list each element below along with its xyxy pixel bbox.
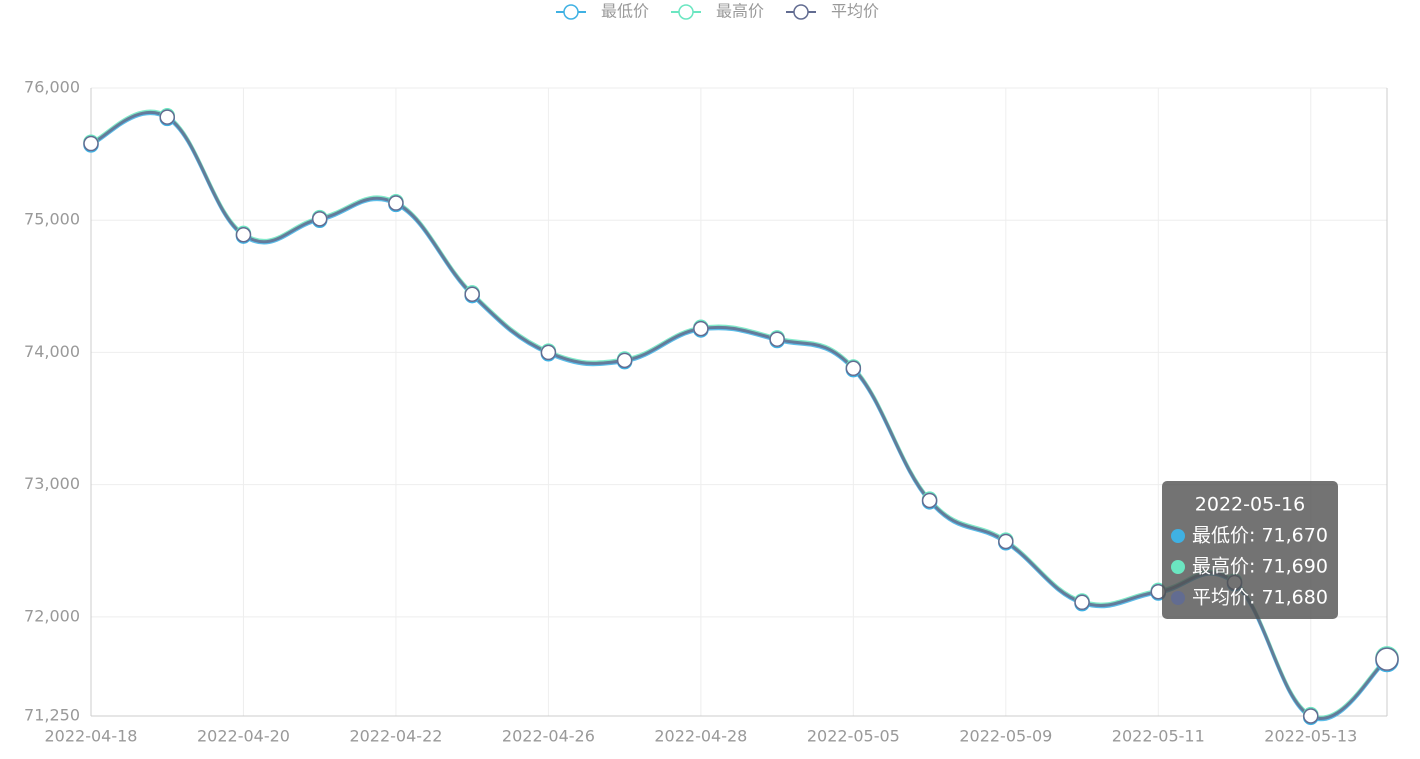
data-point xyxy=(540,344,557,361)
data-point xyxy=(1074,594,1090,611)
tooltip-box xyxy=(1162,481,1338,619)
legend-label: 平均价 xyxy=(831,2,879,21)
x-tick-label: 2022-05-13 xyxy=(1264,727,1357,746)
data-point xyxy=(388,195,404,211)
data-point xyxy=(1375,647,1399,671)
tooltip-line: 最低价: 71,670 xyxy=(1192,525,1328,547)
legend-icon xyxy=(793,4,809,20)
y-tick-label: 75,000 xyxy=(24,210,80,229)
data-point xyxy=(845,360,862,377)
tooltip-dot xyxy=(1171,529,1185,543)
legend-icon xyxy=(678,4,694,20)
x-tick-label: 2022-04-28 xyxy=(654,727,747,746)
tooltip-dot xyxy=(1171,560,1185,574)
x-tick-label: 2022-05-05 xyxy=(807,727,900,746)
series-line xyxy=(90,109,1388,719)
series-line xyxy=(90,110,1388,720)
x-tick-label: 2022-05-09 xyxy=(959,727,1052,746)
data-point xyxy=(769,331,785,347)
data-point xyxy=(1303,708,1319,724)
legend-icon xyxy=(563,4,579,20)
series-line xyxy=(90,112,1388,722)
y-tick-label: 73,000 xyxy=(24,474,80,493)
legend-label: 最低价 xyxy=(601,2,649,21)
data-point xyxy=(235,227,252,243)
x-tick-label: 2022-05-11 xyxy=(1112,727,1205,746)
data-point xyxy=(83,135,99,152)
x-tick-label: 2022-04-26 xyxy=(502,727,595,746)
data-point xyxy=(464,286,480,302)
data-point xyxy=(921,492,938,509)
x-tick-label: 2022-04-20 xyxy=(197,727,290,746)
data-point xyxy=(998,533,1014,550)
legend-label: 最高价 xyxy=(716,2,764,21)
tooltip-line: 最高价: 71,690 xyxy=(1192,556,1328,578)
tooltip-line: 平均价: 71,680 xyxy=(1192,587,1328,609)
tooltip: 2022-05-16 最低价: 71,670 最高价: 71,690 平均价: 71,… xyxy=(1162,481,1338,619)
x-tick-label: 2022-04-22 xyxy=(349,727,442,746)
y-tick-label: 76,000 xyxy=(24,78,80,97)
tooltip-title: 2022-05-16 xyxy=(1195,494,1305,516)
x-tick-label: 2022-04-18 xyxy=(45,727,138,746)
data-point xyxy=(311,211,328,227)
y-tick-label: 72,000 xyxy=(24,606,80,625)
data-point xyxy=(159,109,175,125)
y-tick-label: 74,000 xyxy=(24,342,80,361)
data-point xyxy=(693,320,709,337)
tooltip-dot xyxy=(1171,591,1185,605)
data-point xyxy=(616,352,633,369)
y-tick-label: 71,250 xyxy=(24,706,80,725)
